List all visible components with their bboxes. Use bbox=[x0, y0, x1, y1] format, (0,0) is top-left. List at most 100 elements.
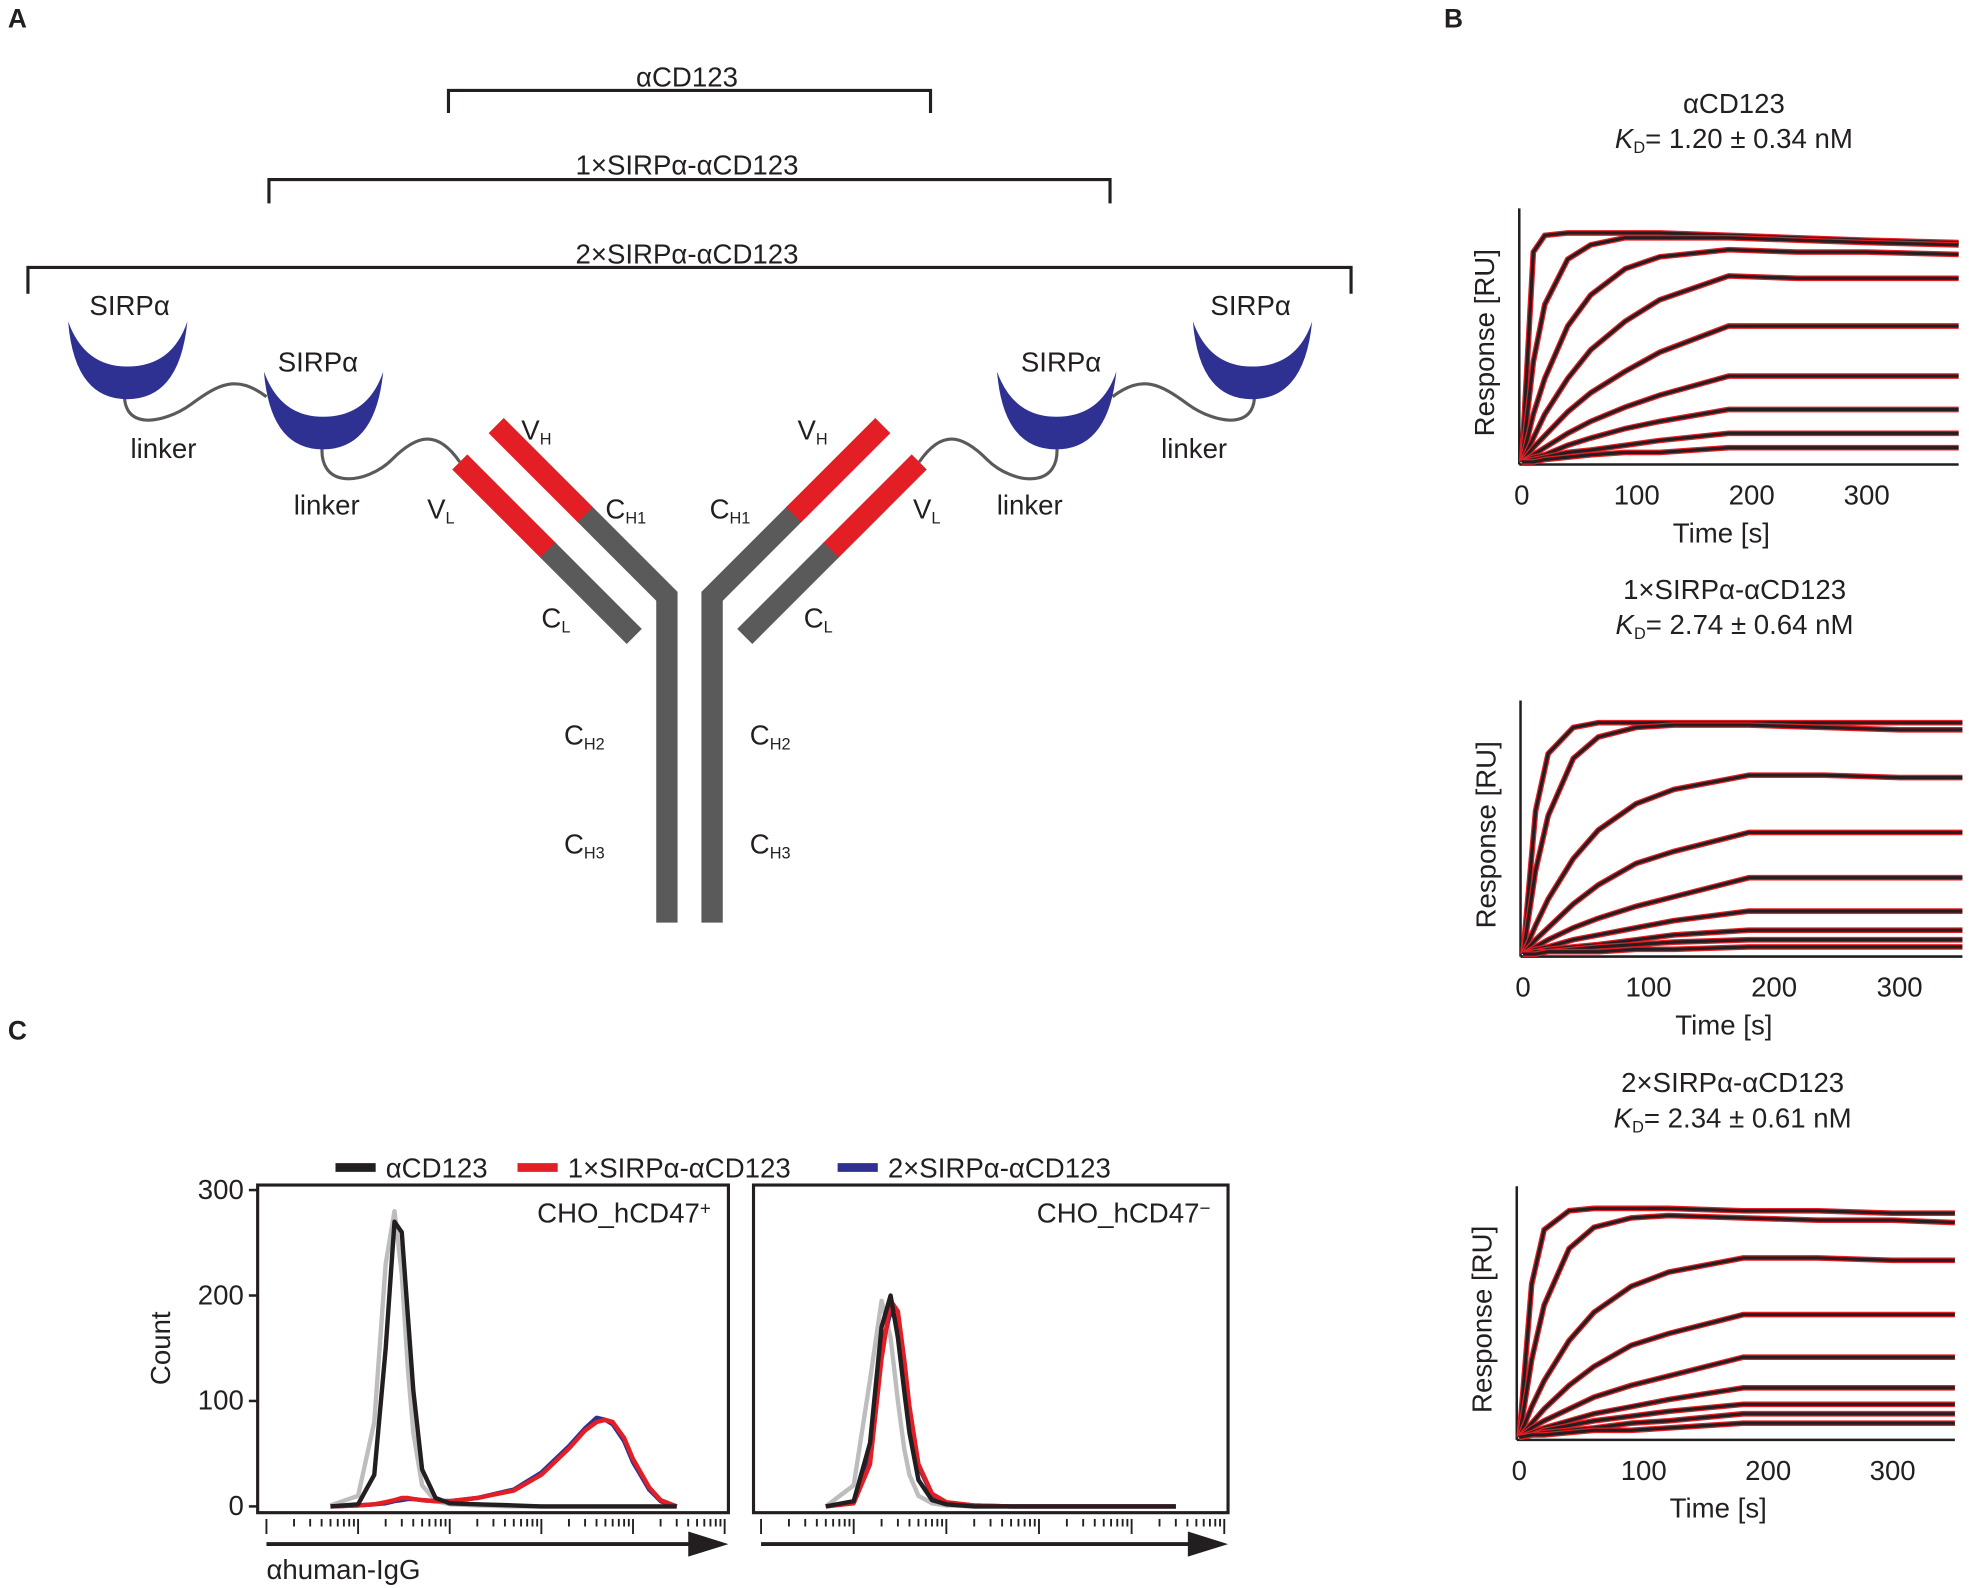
linker-line bbox=[917, 437, 1059, 481]
y-axis-label: Count bbox=[145, 1311, 176, 1385]
plot-frame bbox=[256, 1183, 730, 1515]
linker-line bbox=[320, 437, 462, 481]
chain-label-part: C bbox=[750, 719, 770, 750]
kd-label-part: K bbox=[1615, 123, 1635, 154]
chart: CHO_hCD47− bbox=[751, 1183, 1230, 1557]
linker-line bbox=[122, 382, 268, 422]
chain-label-part: C bbox=[804, 603, 824, 634]
vh-domain bbox=[488, 418, 593, 523]
x-axis-label: Time [s] bbox=[1673, 517, 1770, 548]
sensorgram-data bbox=[1518, 230, 1959, 463]
chain-label: VL bbox=[913, 493, 941, 527]
y-axis-label: Response [RU] bbox=[1469, 249, 1500, 436]
sirpa-domain bbox=[68, 321, 188, 400]
chain-label-part: V bbox=[797, 414, 816, 445]
sensorgram-data bbox=[1516, 1255, 1955, 1439]
brackets bbox=[26, 88, 1353, 294]
chain-label-part: L bbox=[824, 618, 833, 636]
chain-label: CH2 bbox=[564, 719, 605, 753]
chain-label-part: H1 bbox=[730, 509, 751, 527]
panel-label: B bbox=[1444, 4, 1463, 34]
x-tick-label: 200 bbox=[1751, 972, 1797, 1003]
sensorgram-fit bbox=[1520, 248, 1959, 463]
vl-domain bbox=[452, 454, 557, 559]
vl-domain bbox=[822, 454, 927, 559]
chart: 0 100 200 300 αhuman-IgG Count CHO_hCD47+ αCD12… bbox=[145, 1153, 1111, 1586]
annotation-part: CHO_hCD47 bbox=[1037, 1198, 1200, 1229]
chain-label-part: H2 bbox=[584, 735, 605, 753]
legend-label: αCD123 bbox=[386, 1153, 488, 1184]
sirpa-domain bbox=[997, 371, 1117, 450]
sensorgram-fit bbox=[1521, 773, 1963, 955]
linkers bbox=[122, 382, 1257, 481]
domain-label: SIRPα bbox=[1021, 347, 1101, 378]
legend-label: 2×SIRPα-αCD123 bbox=[888, 1153, 1111, 1184]
chain-label-part: C bbox=[564, 829, 584, 860]
right-arm bbox=[701, 418, 927, 923]
chain-label-part: V bbox=[913, 493, 932, 524]
chain-label: CH1 bbox=[710, 493, 751, 527]
histogram-line bbox=[329, 1208, 677, 1509]
sensorgram-fit bbox=[1521, 446, 1959, 464]
chain-label-part: H3 bbox=[584, 844, 605, 862]
chain-label-part: C bbox=[564, 719, 584, 750]
domain-label: SIRPα bbox=[1210, 290, 1290, 321]
x-tick-label: 100 bbox=[1621, 1455, 1667, 1486]
arrow-head bbox=[688, 1531, 729, 1557]
bracket-label: 2×SIRPα-αCD123 bbox=[575, 239, 798, 270]
linker-line bbox=[1111, 382, 1257, 422]
annotation: CHO_hCD47− bbox=[1037, 1198, 1211, 1229]
x-tick-label: 100 bbox=[1614, 480, 1660, 511]
cl-domain bbox=[540, 542, 642, 645]
x-axis-label: αhuman-IgG bbox=[266, 1554, 420, 1585]
chain-label-part: H3 bbox=[770, 844, 791, 862]
y-axis-label: Response [RU] bbox=[1470, 741, 1501, 928]
sensorgram-fit bbox=[1518, 1355, 1955, 1439]
chain-label-part: L bbox=[931, 509, 940, 527]
chain-label: CH1 bbox=[605, 493, 646, 527]
sensorgram-fit bbox=[1523, 945, 1963, 956]
chain-label-part: V bbox=[521, 414, 540, 445]
y-tick-label: 300 bbox=[198, 1174, 244, 1205]
x-tick-label: 300 bbox=[1877, 972, 1923, 1003]
bracket bbox=[267, 177, 1112, 204]
x-tick-label: 300 bbox=[1870, 1455, 1916, 1486]
kd-label: KD= 2.74 ± 0.64 nM bbox=[1616, 609, 1854, 643]
annotation-part: CHO_hCD47 bbox=[537, 1198, 700, 1229]
kd-label-part: = 1.20 ± 0.34 nM bbox=[1645, 123, 1853, 154]
panel-label: C bbox=[8, 1015, 27, 1045]
chart: 2×SIRPα-αCD123 KD= 2.34 ± 0.61 nM 0 100 200 3… bbox=[1467, 1067, 1955, 1524]
heavy-chain bbox=[701, 505, 803, 923]
sensorgram-fit bbox=[1521, 721, 1963, 955]
y-tick-label: 200 bbox=[198, 1279, 244, 1310]
kd-label-part: D bbox=[1634, 625, 1646, 643]
bracket-label: αCD123 bbox=[636, 62, 738, 93]
left-arm bbox=[452, 418, 678, 923]
sirpa-domain bbox=[263, 371, 384, 450]
sirpa-domain bbox=[1192, 321, 1313, 400]
chart: αCD123 KD= 1.20 ± 0.34 nM 0 100 200 300 Time [… bbox=[1469, 88, 1959, 548]
chain-label-part: L bbox=[561, 618, 570, 636]
chain-label: CH3 bbox=[750, 829, 791, 863]
chain-label: VH bbox=[797, 414, 827, 448]
chain-label: VL bbox=[427, 493, 454, 527]
vh-domain bbox=[786, 418, 891, 523]
y-tick-label: 100 bbox=[198, 1385, 244, 1416]
chart: 1×SIRPα-αCD123 KD= 2.74 ± 0.64 nM 0 100 200 3… bbox=[1470, 574, 1963, 1040]
sensorgram-fit bbox=[1520, 374, 1959, 464]
linker-label: linker bbox=[294, 490, 360, 521]
y-tick-label: 0 bbox=[228, 1490, 243, 1521]
cl-domain bbox=[737, 542, 839, 645]
sensorgram-data bbox=[1520, 772, 1963, 956]
sensorgram-fit bbox=[1518, 1421, 1955, 1439]
kd-label-part: = 2.74 ± 0.64 nM bbox=[1646, 609, 1854, 640]
linker-group bbox=[917, 382, 1257, 481]
chain-label-part: C bbox=[750, 829, 770, 860]
y-axis-label: Response [RU] bbox=[1467, 1226, 1498, 1413]
sensorgram-fit bbox=[1521, 830, 1963, 956]
kd-label: KD= 2.34 ± 0.61 nM bbox=[1614, 1102, 1852, 1136]
sensorgram-fit bbox=[1518, 1313, 1955, 1439]
histogram-line bbox=[330, 1219, 677, 1509]
